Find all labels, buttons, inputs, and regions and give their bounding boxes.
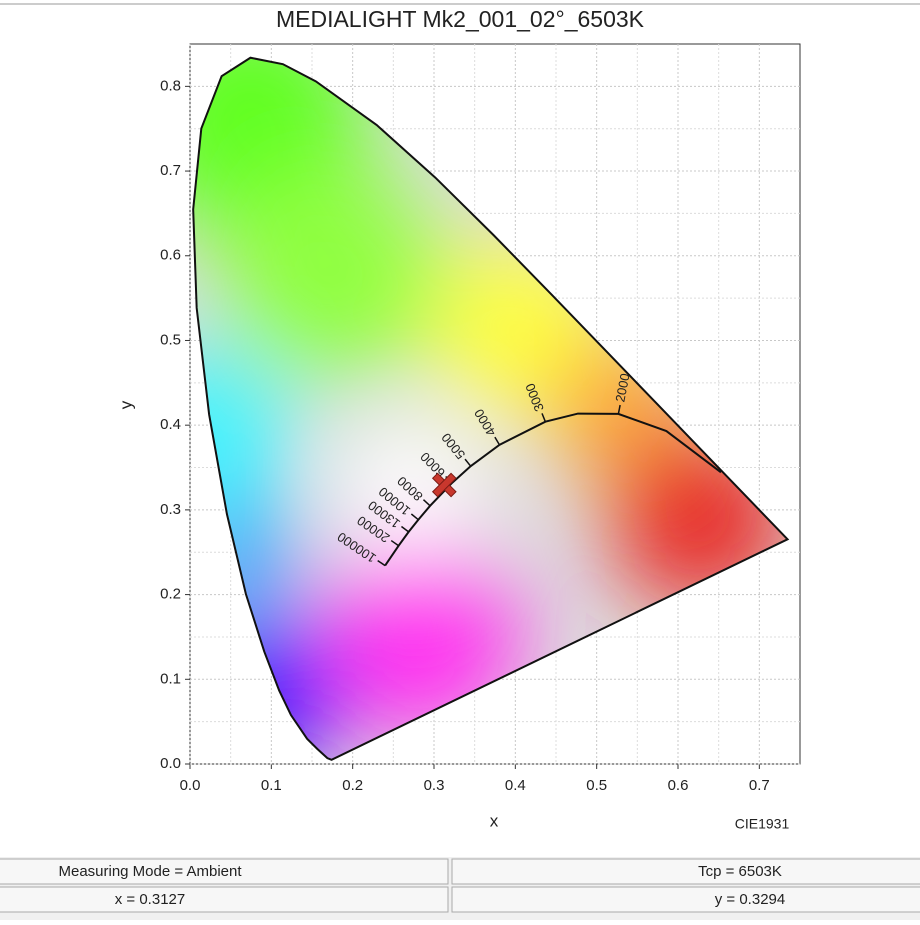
- y-readout: y = 0.3294: [715, 891, 785, 908]
- cct-label: 2000: [612, 372, 632, 403]
- corner-label: CIE1931: [735, 816, 790, 832]
- x-tick-label: 0.3: [424, 777, 445, 794]
- cct-tick: [617, 404, 621, 415]
- y-tick-label: 0.1: [160, 670, 181, 687]
- x-tick-label: 0.4: [505, 777, 526, 794]
- point-stroke: [431, 472, 457, 498]
- cct-tick: [400, 525, 410, 533]
- x-tick-label: 0.2: [342, 777, 363, 794]
- y-tick-label: 0.2: [160, 586, 181, 603]
- cct-tick: [377, 559, 386, 567]
- x-readout: x = 0.3127: [115, 891, 185, 908]
- cct-tick: [422, 499, 431, 507]
- cct-tick: [464, 458, 472, 467]
- cct-tick: [390, 539, 400, 547]
- y-tick-label: 0.7: [160, 162, 181, 179]
- cct-tick: [541, 413, 547, 422]
- chart-title: MEDIALIGHT Mk2_001_02°_6503K: [276, 6, 645, 32]
- measuring-mode: Measuring Mode = Ambient: [58, 863, 242, 880]
- x-tick-label: 0.1: [261, 777, 282, 794]
- status-bar: Measuring Mode = Ambient Tcp = 6503K x =…: [0, 857, 920, 920]
- blob: [220, 160, 440, 380]
- y-tick-label: 0.6: [160, 247, 181, 264]
- y-tick-label: 0.3: [160, 501, 181, 518]
- status-cell: [451, 858, 920, 885]
- y-tick-label: 0.0: [160, 755, 181, 772]
- y-tick-label: 0.4: [160, 416, 181, 433]
- y-tick-label: 0.5: [160, 331, 181, 348]
- cct-tick: [410, 513, 419, 521]
- x-tick-label: 0.7: [749, 777, 770, 794]
- y-tick-label: 0.8: [160, 77, 181, 94]
- x-axis-label: x: [490, 811, 499, 830]
- spectral-locus: [192, 56, 790, 761]
- y-axis-label: y: [116, 400, 135, 409]
- x-tick-label: 0.5: [586, 777, 607, 794]
- marks: 2000300040005000600080001000013000200001…: [192, 56, 790, 761]
- x-tick-label: 0.6: [668, 777, 689, 794]
- measured-point: [431, 472, 457, 498]
- status-cell: [0, 858, 449, 885]
- tcp: Tcp = 6503K: [698, 863, 782, 880]
- status-cell: [451, 886, 920, 913]
- blob: [320, 540, 520, 740]
- status-cell: [0, 886, 449, 913]
- cct-tick: [494, 436, 501, 446]
- x-tick-label: 0.0: [180, 777, 201, 794]
- blob: [340, 420, 480, 560]
